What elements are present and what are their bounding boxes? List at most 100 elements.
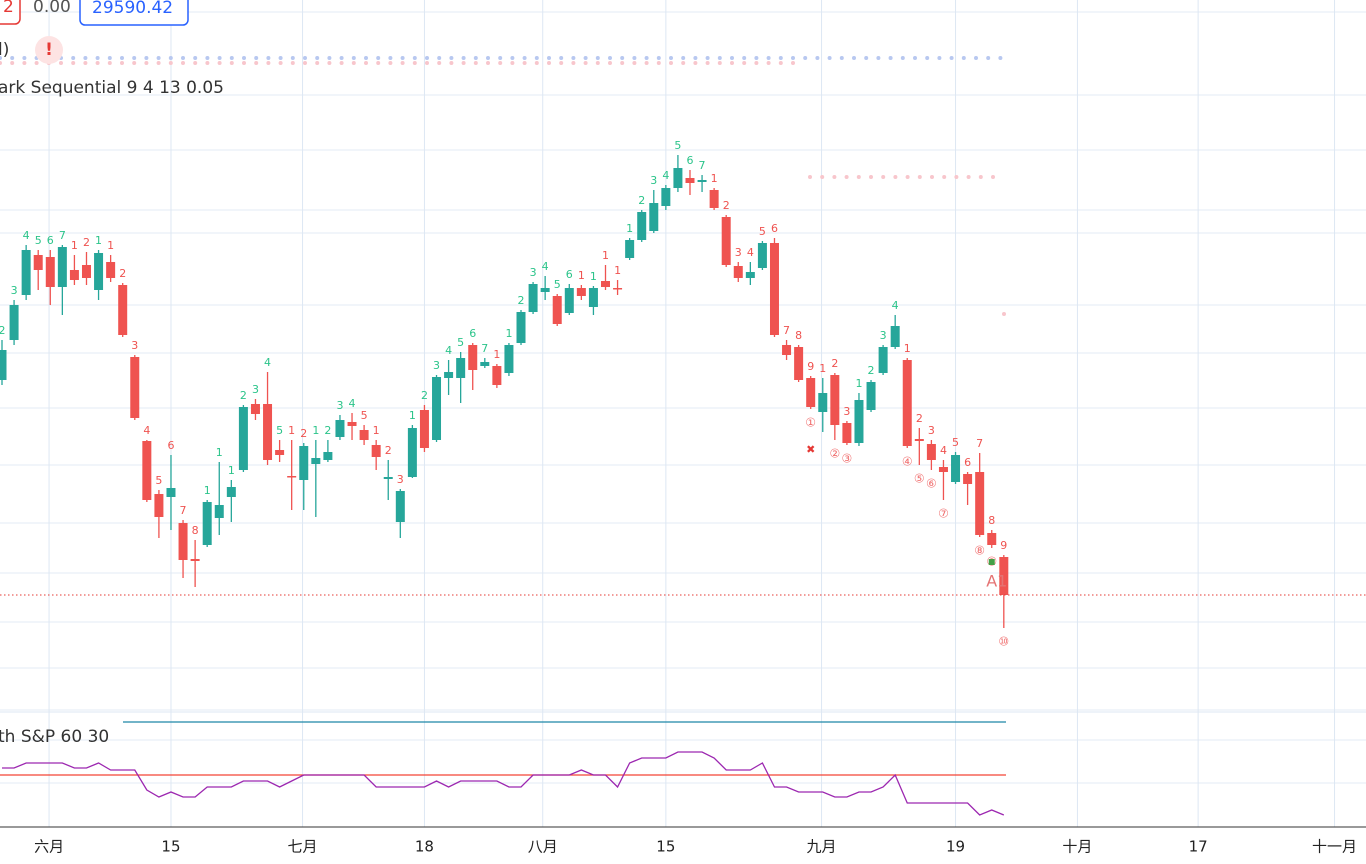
candle-body — [480, 362, 490, 366]
x-tick-label: 六月 — [34, 838, 64, 856]
candle-body — [287, 476, 297, 478]
indicator-dot — [461, 61, 466, 65]
indicator-dot — [120, 56, 124, 60]
setup-count: 3 — [928, 424, 935, 437]
countdown-label: ⑧ — [974, 544, 985, 558]
indicator-dot — [10, 56, 15, 60]
indicator-dot — [832, 175, 837, 179]
indicator-dot — [461, 56, 466, 60]
setup-count: 4 — [940, 444, 947, 457]
candle-body — [468, 345, 478, 370]
indicator-dot — [71, 61, 76, 65]
setup-count: 2 — [0, 324, 6, 337]
candle-body — [407, 428, 417, 477]
candle-body — [540, 288, 550, 292]
candle-body — [999, 557, 1009, 595]
candle-body — [926, 444, 936, 460]
value-box — [79, 0, 189, 26]
indicator-dot — [930, 175, 934, 179]
candle-body — [987, 533, 997, 545]
candle-body — [878, 347, 888, 373]
oscillator-line — [2, 751, 1005, 816]
indicator-dot — [766, 56, 771, 60]
candle-body — [564, 288, 574, 313]
candle-body — [178, 523, 188, 560]
candle-body — [0, 350, 7, 380]
candle-body — [335, 420, 345, 437]
indicator-name: l) — [0, 40, 9, 60]
setup-count: 4 — [143, 424, 150, 437]
indicator-dot — [522, 56, 527, 60]
indicator-dot — [339, 61, 344, 65]
setup-count: 5 — [35, 234, 42, 247]
setup-count: 6 — [47, 234, 54, 247]
indicator-dot — [864, 56, 869, 60]
setup-count: 5 — [457, 336, 464, 349]
setup-count: 2 — [300, 427, 307, 440]
candle-body — [311, 458, 321, 464]
setup-count: 1 — [855, 377, 862, 390]
indicator-dot — [156, 56, 161, 60]
setup-count: 6 — [167, 439, 174, 452]
candle-body — [914, 439, 924, 441]
indicator-dot — [254, 61, 259, 65]
candle-body — [625, 240, 635, 258]
setup-count: 1 — [95, 234, 102, 247]
header-value: 29590.42 — [92, 0, 173, 18]
x-tick-label: 七月 — [288, 838, 318, 856]
indicator-dot — [290, 61, 295, 65]
indicator-dot — [632, 61, 637, 65]
setup-count: 1 — [614, 264, 621, 277]
setup-count: 7 — [59, 229, 66, 242]
indicator-dot — [583, 61, 588, 65]
alert-icon[interactable] — [35, 36, 63, 64]
indicator-dot — [937, 56, 942, 60]
setup-count: 3 — [252, 383, 259, 396]
setup-count: 1 — [107, 239, 114, 252]
candle-body — [456, 358, 466, 378]
setup-count: 3 — [131, 339, 138, 352]
x-tick-label: 18 — [415, 838, 434, 856]
countdown-label: ⑩ — [998, 635, 1009, 649]
candle-body — [106, 262, 116, 278]
candle-body — [432, 377, 442, 440]
indicator-dot — [913, 56, 917, 60]
candle-body — [190, 559, 200, 561]
indicator-dot — [412, 56, 417, 60]
candle-body — [202, 502, 212, 545]
setup-count: 8 — [795, 329, 802, 342]
indicator-dot — [693, 56, 698, 60]
indicator-dot — [974, 56, 978, 60]
indicator-dot — [742, 61, 747, 65]
indicator-dot — [905, 175, 910, 179]
indicator-dot — [437, 56, 442, 60]
setup-count: 4 — [264, 356, 271, 369]
setup-count: 2 — [723, 199, 730, 212]
setup-count: 6 — [566, 268, 573, 281]
candle-body — [69, 270, 79, 280]
countdown-label: ⑦ — [938, 507, 949, 521]
setup-count: 1 — [626, 222, 633, 235]
setup-count: 1 — [409, 409, 416, 422]
indicator-dot — [534, 61, 539, 65]
candle-body — [142, 441, 152, 500]
setup-count: 2 — [324, 424, 331, 437]
candle-body — [709, 190, 719, 208]
indicator-dot — [705, 61, 710, 65]
candle-body — [649, 203, 659, 231]
candle-body — [866, 382, 876, 410]
x-tick-label: 15 — [161, 838, 180, 856]
indicator-dot — [303, 61, 307, 65]
indicator-dot — [315, 61, 320, 65]
indicator-dot — [290, 56, 295, 60]
indicator-dot — [595, 61, 600, 65]
setup-count: 1 — [904, 342, 911, 355]
indicator-dot — [364, 61, 368, 65]
candle-body — [154, 494, 164, 517]
indicator-dot — [900, 56, 905, 60]
candle-body — [613, 288, 623, 290]
indicator-dot — [486, 61, 490, 65]
indicator-dot — [242, 61, 246, 65]
